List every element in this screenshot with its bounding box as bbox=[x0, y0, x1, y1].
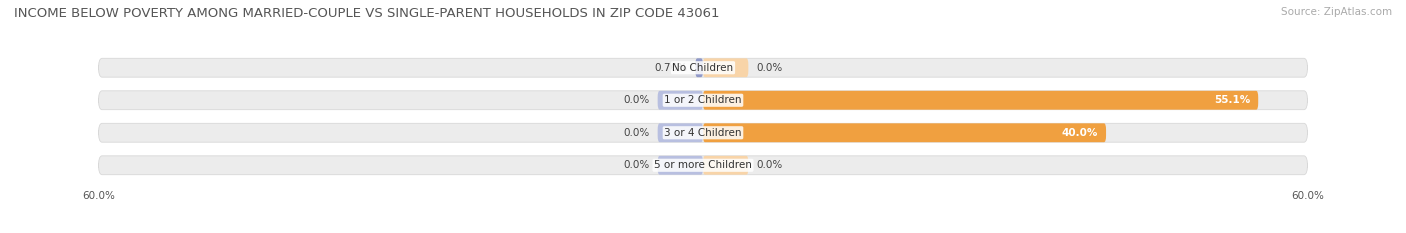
FancyBboxPatch shape bbox=[98, 58, 1308, 77]
Text: 0.76%: 0.76% bbox=[654, 63, 688, 73]
Text: 5 or more Children: 5 or more Children bbox=[654, 160, 752, 170]
FancyBboxPatch shape bbox=[658, 91, 703, 110]
Text: 40.0%: 40.0% bbox=[1062, 128, 1098, 138]
Legend: Married Couples, Single Parents: Married Couples, Single Parents bbox=[586, 231, 820, 233]
Text: 3 or 4 Children: 3 or 4 Children bbox=[664, 128, 742, 138]
Text: No Children: No Children bbox=[672, 63, 734, 73]
Text: 1 or 2 Children: 1 or 2 Children bbox=[664, 95, 742, 105]
Text: 0.0%: 0.0% bbox=[756, 63, 783, 73]
FancyBboxPatch shape bbox=[703, 58, 748, 77]
FancyBboxPatch shape bbox=[696, 58, 703, 77]
Text: Source: ZipAtlas.com: Source: ZipAtlas.com bbox=[1281, 7, 1392, 17]
Text: 0.0%: 0.0% bbox=[623, 160, 650, 170]
FancyBboxPatch shape bbox=[703, 156, 748, 175]
FancyBboxPatch shape bbox=[703, 123, 1107, 142]
FancyBboxPatch shape bbox=[98, 91, 1308, 110]
Text: INCOME BELOW POVERTY AMONG MARRIED-COUPLE VS SINGLE-PARENT HOUSEHOLDS IN ZIP COD: INCOME BELOW POVERTY AMONG MARRIED-COUPL… bbox=[14, 7, 720, 20]
Text: 0.0%: 0.0% bbox=[756, 160, 783, 170]
FancyBboxPatch shape bbox=[703, 91, 1258, 110]
Text: 0.0%: 0.0% bbox=[623, 128, 650, 138]
Text: 55.1%: 55.1% bbox=[1213, 95, 1250, 105]
FancyBboxPatch shape bbox=[658, 156, 703, 175]
FancyBboxPatch shape bbox=[98, 123, 1308, 142]
Text: 0.0%: 0.0% bbox=[623, 95, 650, 105]
FancyBboxPatch shape bbox=[658, 123, 703, 142]
FancyBboxPatch shape bbox=[98, 156, 1308, 175]
